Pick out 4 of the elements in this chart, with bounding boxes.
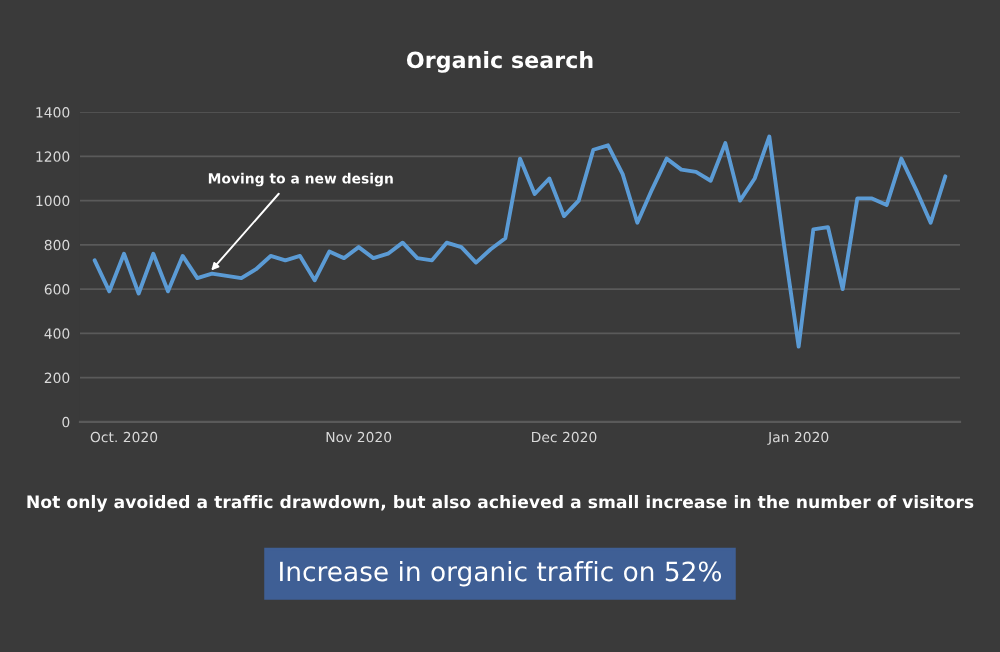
text: Increase in organic traffic on 52% [280, 560, 722, 587]
chart-title: Organic search [406, 51, 593, 73]
text: Not only avoided a traffic drawdown, but also achieved a small increase in the number of visitors [27, 494, 974, 512]
line-series [92, 134, 948, 349]
